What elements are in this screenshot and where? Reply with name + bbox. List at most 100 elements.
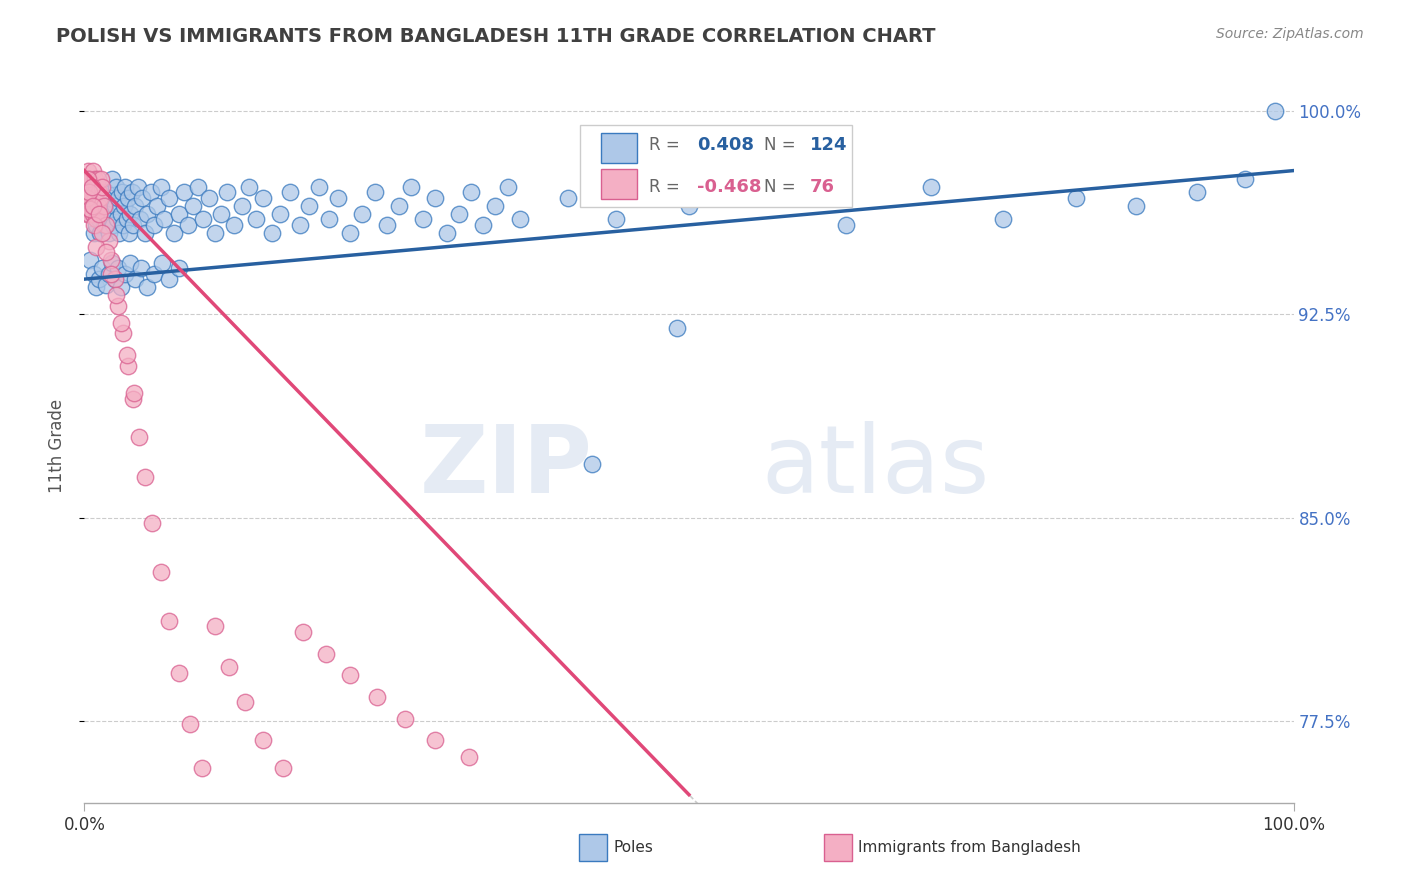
Point [460,186,482,200]
Point [167,261,190,276]
Point [920,180,942,194]
Point [150,256,173,270]
Point [260,226,283,240]
Point [278,186,301,200]
Point [121,218,143,232]
Point [83,199,105,213]
Point [89,226,111,240]
Text: atlas: atlas [762,421,990,514]
Point [224,218,246,232]
Point [449,207,471,221]
Text: Immigrants from Bangladesh: Immigrants from Bangladesh [858,840,1080,855]
Point [352,207,374,221]
Point [112,326,135,341]
Point [84,180,107,194]
Point [84,171,107,186]
Point [363,186,385,200]
Point [139,186,162,200]
Point [665,321,688,335]
Point [298,199,321,213]
Point [94,218,117,232]
Point [107,261,129,276]
Point [288,218,311,232]
Point [191,212,214,227]
Point [77,191,100,205]
Point [100,253,122,268]
Point [134,226,156,240]
Point [79,253,101,268]
Point [173,186,195,200]
Point [114,180,136,194]
Point [104,288,127,302]
Point [77,186,100,200]
Point [112,218,135,232]
Point [79,199,101,213]
Point [105,212,128,227]
Point [87,207,110,221]
Point [94,245,117,260]
Point [86,218,108,232]
Text: R =: R = [650,136,685,154]
Point [121,186,143,200]
Point [104,272,127,286]
Point [82,191,104,205]
Point [271,760,294,774]
Point [315,647,337,661]
Point [103,218,125,232]
Point [80,199,103,213]
Point [835,218,858,232]
Point [1185,186,1208,200]
Point [80,180,103,194]
Point [1264,103,1286,118]
Point [82,199,104,213]
Point [86,280,108,294]
Point [91,226,114,240]
Point [136,207,159,221]
Point [87,212,110,227]
Point [121,392,143,406]
Point [127,180,149,194]
Point [77,202,100,216]
Point [388,199,411,213]
Text: R =: R = [650,178,685,195]
Point [218,660,240,674]
Point [84,191,107,205]
Text: Source: ZipAtlas.com: Source: ZipAtlas.com [1216,27,1364,41]
Point [91,261,114,276]
Text: Poles: Poles [613,840,652,855]
Point [375,218,398,232]
Point [198,191,221,205]
Point [107,299,129,313]
Point [252,191,274,205]
Point [366,690,388,704]
Point [128,429,150,443]
Text: 124: 124 [810,136,848,154]
Point [87,186,110,200]
Point [131,191,153,205]
Point [82,163,104,178]
Point [190,760,212,774]
Point [394,712,416,726]
Point [90,171,112,186]
Point [204,226,226,240]
Point [157,272,180,286]
Point [76,180,98,194]
Point [86,171,108,186]
Point [167,665,190,680]
Point [79,186,101,200]
Point [114,267,136,281]
Point [436,226,458,240]
Point [120,256,142,270]
Point [269,207,291,221]
Point [399,180,422,194]
FancyBboxPatch shape [600,134,637,163]
Point [101,256,124,270]
Point [163,226,186,240]
Point [328,191,350,205]
Point [104,199,127,213]
Point [86,199,108,213]
Point [339,226,361,240]
FancyBboxPatch shape [581,125,852,207]
Point [238,180,260,194]
Point [80,207,103,221]
